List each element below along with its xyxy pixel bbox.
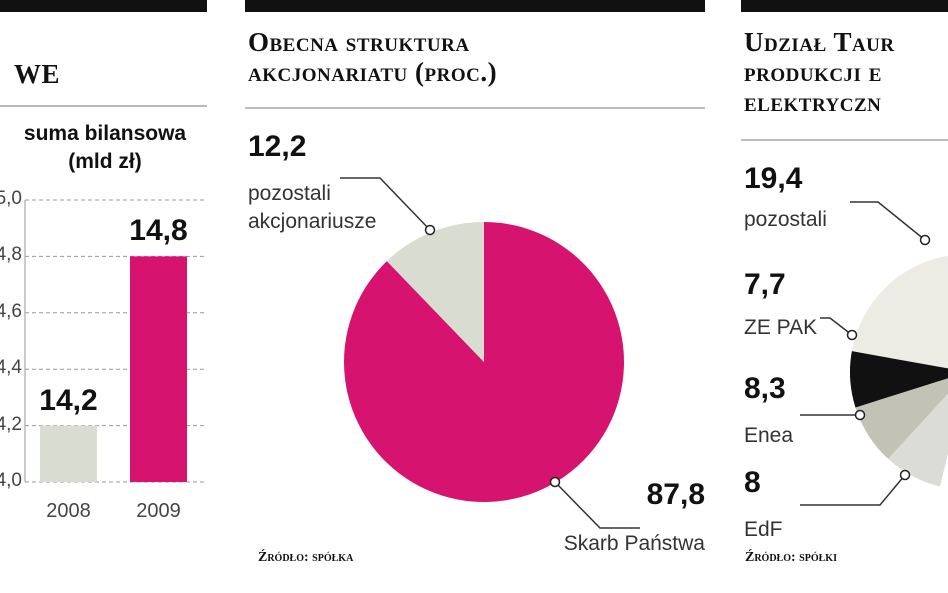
chart-title: akcjonariatu (proc.)	[248, 57, 498, 87]
category-label: EdF	[744, 518, 783, 541]
leader-dot	[899, 469, 911, 481]
header-bar	[245, 0, 705, 12]
x-tick-label: 2009	[136, 500, 181, 522]
leaders	[340, 177, 926, 529]
bar	[130, 256, 187, 482]
bar	[40, 425, 97, 482]
header-bar	[741, 0, 948, 12]
leader-dot	[854, 409, 866, 421]
pie-slice	[386, 222, 484, 362]
chart-title: Obecna struktura	[248, 27, 470, 57]
value-label: 12,2	[248, 130, 307, 163]
pie-slice	[851, 255, 948, 369]
subtitle: suma bilansowa	[23, 122, 187, 145]
source: Źródło: spółki	[745, 550, 837, 565]
leader-dot	[549, 476, 561, 488]
y-tick-label: 14,4	[0, 357, 22, 379]
value-label: 87,8	[646, 478, 705, 511]
leader-dot	[846, 329, 858, 341]
value-label: 19,4	[744, 162, 803, 195]
y-tick-label: 14,6	[0, 300, 22, 322]
category-label: Enea	[744, 424, 794, 447]
chart-title: WE	[14, 59, 61, 89]
y-tick-label: 14,0	[0, 470, 22, 491]
value-label: 14,2	[39, 383, 98, 417]
y-tick-label: 14,8	[0, 244, 22, 266]
chart-title: Udział Taur	[744, 27, 895, 57]
value-label: 8,3	[744, 372, 786, 405]
leader-dot	[424, 224, 436, 236]
category-label: ZE PAK	[744, 316, 818, 339]
pie-slice	[855, 378, 948, 459]
category-label: pozostali	[744, 208, 827, 231]
value-label: 14,8	[129, 214, 188, 248]
pie-slice	[850, 351, 948, 408]
header-bar	[0, 0, 207, 12]
y-tick-label: 15,0	[0, 188, 22, 209]
category-label: pozostali akcjonariusze	[248, 182, 377, 233]
pie-slice	[344, 222, 625, 502]
chart-title: elektryczn	[744, 87, 882, 117]
x-tick-label: 2008	[46, 500, 91, 522]
chart-title: produkcji e	[744, 57, 882, 87]
pie-slice	[888, 393, 948, 487]
category-label: Skarb Państwa	[563, 532, 705, 555]
value-label: 7,7	[744, 268, 786, 301]
source: Źródło: spółka	[258, 550, 354, 565]
leader-dot	[919, 234, 931, 246]
y-tick-label: 14,2	[0, 413, 22, 435]
subtitle: (mld zł)	[68, 150, 142, 173]
value-label: 8	[744, 466, 761, 499]
